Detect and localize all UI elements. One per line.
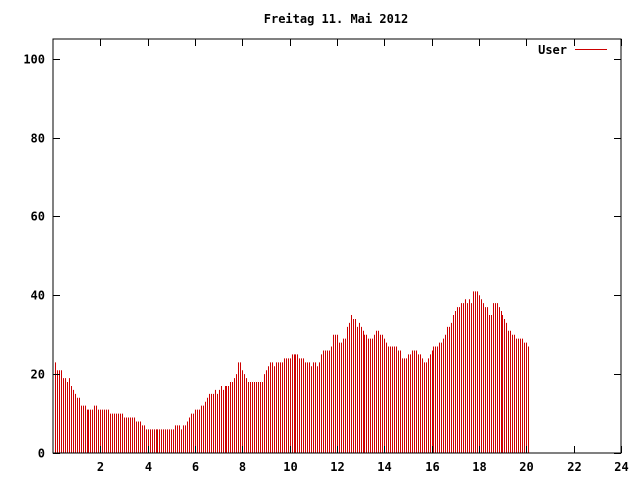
x-tick-label: 6 (192, 460, 199, 474)
x-tick-label: 24 (614, 460, 628, 474)
legend: User (538, 43, 607, 57)
y-tick-label: 100 (23, 53, 45, 67)
x-tick-label: 20 (519, 460, 533, 474)
x-tick-label: 2 (97, 460, 104, 474)
x-tick-label: 16 (425, 460, 439, 474)
x-tick-label: 14 (377, 460, 391, 474)
x-tick-label: 4 (145, 460, 152, 474)
y-tick-label: 60 (31, 210, 45, 224)
y-tick-label: 20 (31, 368, 45, 382)
y-tick-label: 40 (31, 289, 45, 303)
x-tick-label: 10 (283, 460, 297, 474)
chart-title: Freitag 11. Mai 2012 (264, 12, 409, 26)
x-tick-label: 18 (472, 460, 486, 474)
y-tick-label: 0 (38, 447, 45, 461)
x-tick-label: 12 (330, 460, 344, 474)
x-tick-label: 8 (239, 460, 246, 474)
y-tick-label: 80 (31, 132, 45, 146)
x-tick-label: 22 (567, 460, 581, 474)
legend-label-user: User (538, 43, 567, 57)
plot-frame (52, 38, 622, 454)
bar-series-user (55, 291, 529, 453)
